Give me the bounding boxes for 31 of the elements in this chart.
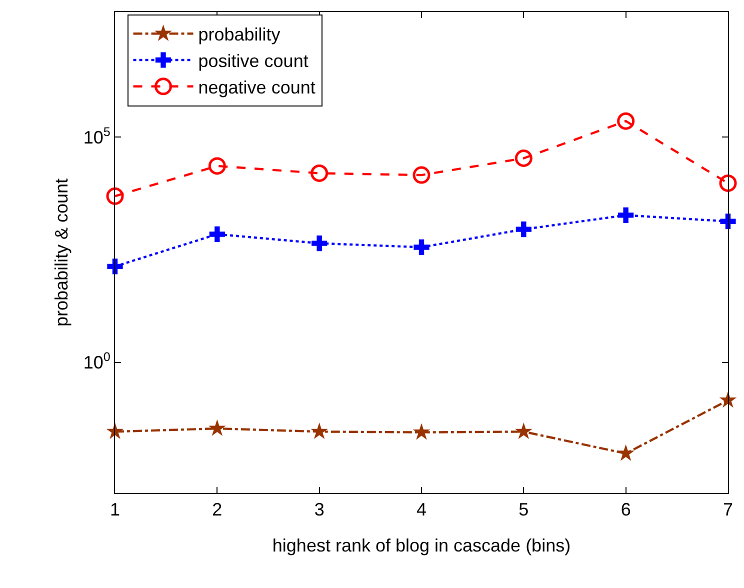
point — [618, 207, 634, 224]
point — [414, 239, 430, 256]
point — [208, 419, 226, 436]
x-tick-label: 6 — [620, 500, 631, 520]
legend-label: negative count — [198, 77, 316, 98]
legend-label: positive count — [198, 51, 308, 72]
point — [208, 157, 226, 175]
point — [412, 423, 430, 440]
point — [516, 222, 532, 238]
point — [514, 150, 532, 167]
point — [310, 422, 328, 440]
x-tick-label: 7 — [722, 500, 734, 520]
point — [617, 112, 635, 130]
point — [515, 422, 532, 440]
x-tick-label: 3 — [314, 500, 324, 520]
point — [617, 444, 634, 461]
legend-label: probability — [198, 24, 280, 45]
y-tick-label: 10$^{0}$ — [83, 350, 110, 373]
x-axis-title: highest rank of blog in cascade (bins) — [272, 536, 571, 556]
x-tick-label: 2 — [212, 500, 222, 520]
point — [310, 164, 328, 182]
point — [209, 226, 225, 242]
point — [106, 187, 124, 205]
y-axis-title: probability & count — [52, 178, 72, 327]
x-tick-label: 5 — [518, 500, 529, 520]
point — [312, 236, 328, 252]
point — [412, 166, 430, 184]
point — [719, 174, 737, 192]
x-tick-label: 4 — [416, 500, 427, 520]
y-tick-label: 10$^{5}$ — [83, 124, 110, 148]
x-tick-label: 1 — [110, 500, 120, 520]
